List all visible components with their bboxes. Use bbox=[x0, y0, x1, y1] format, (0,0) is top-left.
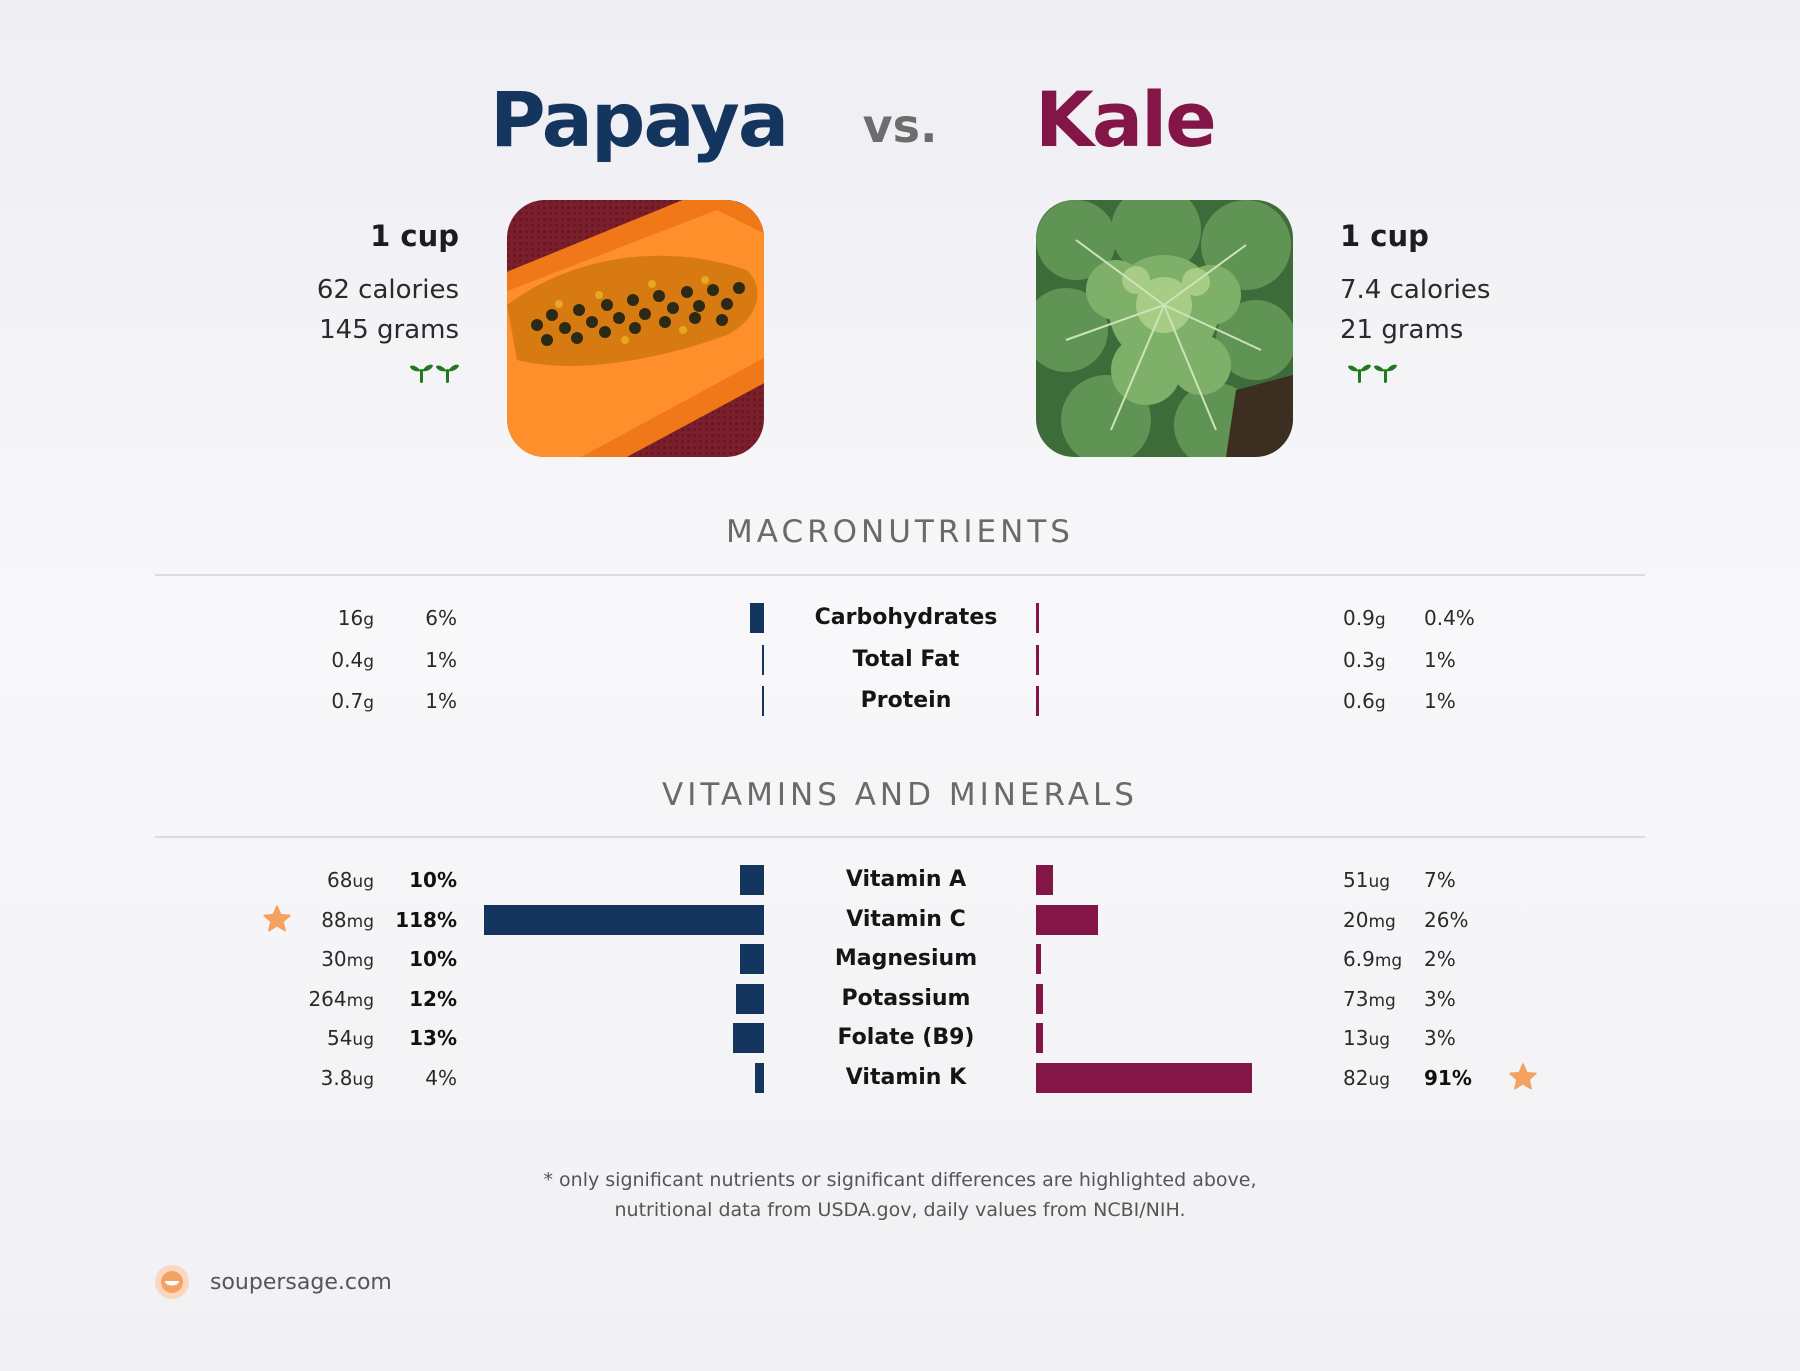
kale-percent: 3% bbox=[1424, 1026, 1456, 1050]
papaya-image bbox=[507, 200, 764, 457]
papaya-percent: 13% bbox=[409, 1026, 457, 1050]
kale-image bbox=[1036, 200, 1293, 457]
papaya-amount: 16g bbox=[337, 606, 374, 630]
papaya-percent: 1% bbox=[425, 647, 457, 672]
papaya-amount: 54ug bbox=[326, 1026, 374, 1050]
kale-title: Kale bbox=[1035, 75, 1217, 164]
nutrient-label-magnesium: Magnesium bbox=[834, 946, 978, 971]
nutrient-label-vitamin-k: Vitamin K bbox=[845, 1064, 967, 1090]
kale-percent: 2% bbox=[1424, 947, 1456, 971]
nutrient-label-vitamin-c: Vitamin C bbox=[846, 906, 966, 932]
kale-percent: 3% bbox=[1424, 986, 1456, 1011]
kale-amount: 0.6g bbox=[1343, 689, 1386, 713]
site-link[interactable]: soupersage.com bbox=[210, 1270, 392, 1295]
kale-percent: 26% bbox=[1424, 907, 1469, 932]
papaya-bar bbox=[735, 983, 764, 1014]
papaya-percent: 12% bbox=[409, 986, 457, 1011]
kale-amount: 0.9g bbox=[1343, 606, 1386, 630]
kale-bar bbox=[1036, 1062, 1252, 1093]
sprout-icon bbox=[409, 360, 461, 388]
papaya-percent: 10% bbox=[409, 947, 457, 971]
kale-serving: 1 cup bbox=[1340, 219, 1429, 253]
kale-bar bbox=[1036, 603, 1039, 633]
soupersage-logo-icon bbox=[154, 1264, 190, 1304]
papaya-title: Papaya bbox=[490, 75, 789, 164]
papaya-amount: 88mg bbox=[321, 907, 374, 932]
footnote-line-2: nutritional data from USDA.gov, daily va… bbox=[614, 1199, 1186, 1221]
kale-amount: 20mg bbox=[1343, 907, 1396, 932]
vitamins-minerals-title: VITAMINS AND MINERALS bbox=[662, 777, 1138, 813]
nutrient-label-carbohydrates: Carbohydrates bbox=[814, 605, 998, 630]
kale-bar bbox=[1036, 904, 1098, 935]
kale-amount: 6.9mg bbox=[1343, 947, 1403, 971]
papaya-amount: 0.4g bbox=[331, 647, 374, 672]
kale-percent: 7% bbox=[1424, 868, 1456, 892]
papaya-percent: 6% bbox=[425, 606, 457, 630]
macronutrients-title: MACRONUTRIENTS bbox=[726, 514, 1074, 550]
papaya-serving: 1 cup bbox=[370, 219, 459, 253]
papaya-amount: 30mg bbox=[321, 947, 374, 971]
papaya-amount: 0.7g bbox=[331, 689, 374, 713]
vs-text: vs. bbox=[862, 99, 938, 153]
footnote-line-1: * only significant nutrients or signific… bbox=[543, 1169, 1257, 1191]
papaya-grams: 145 grams bbox=[319, 315, 459, 345]
kale-bar bbox=[1036, 644, 1039, 675]
sprout-icon bbox=[1347, 360, 1399, 388]
kale-amount: 0.3g bbox=[1343, 647, 1386, 672]
star-icon bbox=[1508, 1062, 1538, 1096]
kale-bar bbox=[1036, 983, 1044, 1014]
kale-percent: 1% bbox=[1424, 689, 1456, 713]
papaya-bar bbox=[761, 686, 764, 716]
kale-percent: 1% bbox=[1424, 647, 1456, 672]
kale-bar bbox=[1036, 944, 1041, 974]
nutrient-label-folate-b9: Folate (B9) bbox=[837, 1025, 975, 1050]
kale-percent: 0.4% bbox=[1424, 606, 1475, 630]
papaya-bar bbox=[754, 1062, 764, 1093]
papaya-amount: 68ug bbox=[326, 868, 374, 892]
kale-amount: 51ug bbox=[1343, 868, 1391, 892]
papaya-amount: 3.8ug bbox=[320, 1065, 374, 1090]
kale-bar bbox=[1036, 1023, 1044, 1053]
papaya-bar bbox=[761, 644, 764, 675]
kale-bar bbox=[1036, 686, 1039, 716]
kale-bar bbox=[1036, 865, 1053, 895]
papaya-percent: 4% bbox=[425, 1065, 457, 1090]
papaya-bar bbox=[484, 904, 764, 935]
papaya-amount: 264mg bbox=[308, 986, 374, 1011]
kale-percent: 91% bbox=[1424, 1065, 1472, 1090]
nutrient-label-protein: Protein bbox=[860, 688, 952, 713]
star-icon bbox=[262, 904, 292, 938]
papaya-percent: 10% bbox=[409, 868, 457, 892]
papaya-bar bbox=[733, 1023, 764, 1053]
papaya-bar bbox=[740, 944, 764, 974]
papaya-bar bbox=[740, 865, 764, 895]
kale-amount: 82ug bbox=[1343, 1065, 1391, 1090]
nutrient-label-potassium: Potassium bbox=[841, 985, 971, 1011]
kale-calories: 7.4 calories bbox=[1340, 275, 1491, 305]
papaya-percent: 1% bbox=[425, 689, 457, 713]
kale-amount: 13ug bbox=[1343, 1026, 1391, 1050]
kale-grams: 21 grams bbox=[1340, 315, 1464, 345]
nutrient-label-vitamin-a: Vitamin A bbox=[845, 867, 967, 892]
papaya-percent: 118% bbox=[395, 907, 457, 932]
papaya-calories: 62 calories bbox=[316, 275, 459, 305]
papaya-bar bbox=[749, 603, 764, 633]
kale-amount: 73mg bbox=[1343, 986, 1396, 1011]
nutrient-label-total-fat: Total Fat bbox=[852, 646, 960, 672]
section-divider bbox=[155, 836, 1645, 838]
section-divider bbox=[155, 574, 1645, 576]
